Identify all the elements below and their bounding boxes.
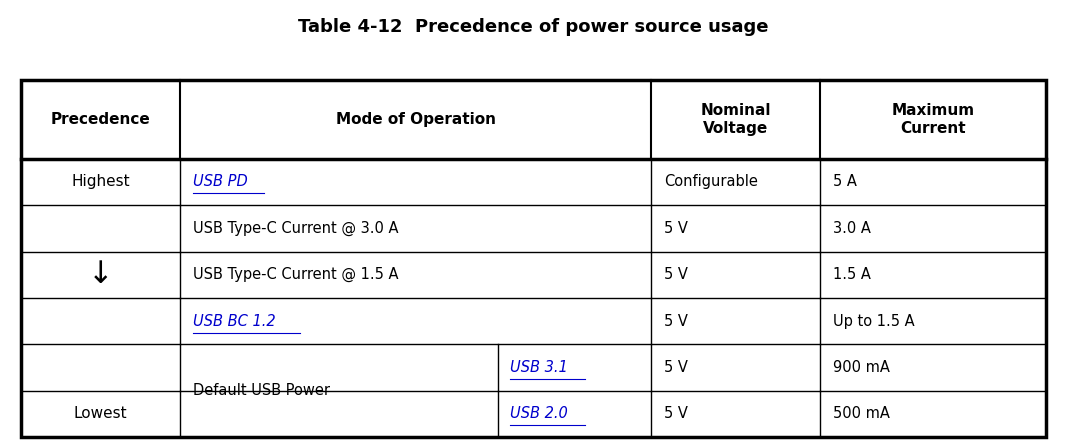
Text: 5 A: 5 A bbox=[833, 174, 857, 190]
Text: Maximum
Current: Maximum Current bbox=[891, 103, 974, 136]
Text: ↓: ↓ bbox=[87, 260, 113, 289]
Text: Table 4-12  Precedence of power source usage: Table 4-12 Precedence of power source us… bbox=[299, 18, 768, 36]
Text: USB BC 1.2: USB BC 1.2 bbox=[193, 314, 275, 329]
Text: Mode of Operation: Mode of Operation bbox=[336, 112, 496, 127]
Text: Precedence: Precedence bbox=[51, 112, 150, 127]
Text: 5 V: 5 V bbox=[664, 221, 688, 236]
Text: USB PD: USB PD bbox=[193, 174, 248, 190]
Text: USB Type-C Current @ 1.5 A: USB Type-C Current @ 1.5 A bbox=[193, 267, 398, 282]
Text: USB 2.0: USB 2.0 bbox=[510, 406, 569, 421]
Text: 500 mA: 500 mA bbox=[833, 406, 890, 421]
Text: Configurable: Configurable bbox=[664, 174, 758, 190]
Text: USB Type-C Current @ 3.0 A: USB Type-C Current @ 3.0 A bbox=[193, 221, 398, 236]
Text: 5 V: 5 V bbox=[664, 406, 688, 421]
Text: 5 V: 5 V bbox=[664, 360, 688, 375]
Text: Lowest: Lowest bbox=[74, 406, 128, 421]
Text: Up to 1.5 A: Up to 1.5 A bbox=[833, 314, 914, 329]
Text: 3.0 A: 3.0 A bbox=[833, 221, 871, 236]
Text: Highest: Highest bbox=[71, 174, 130, 190]
Text: 1.5 A: 1.5 A bbox=[833, 267, 871, 282]
Text: USB 3.1: USB 3.1 bbox=[510, 360, 569, 375]
Text: Default USB Power: Default USB Power bbox=[193, 383, 330, 398]
Text: 900 mA: 900 mA bbox=[833, 360, 890, 375]
Text: 5 V: 5 V bbox=[664, 267, 688, 282]
Text: 5 V: 5 V bbox=[664, 314, 688, 329]
Text: Nominal
Voltage: Nominal Voltage bbox=[701, 103, 771, 136]
